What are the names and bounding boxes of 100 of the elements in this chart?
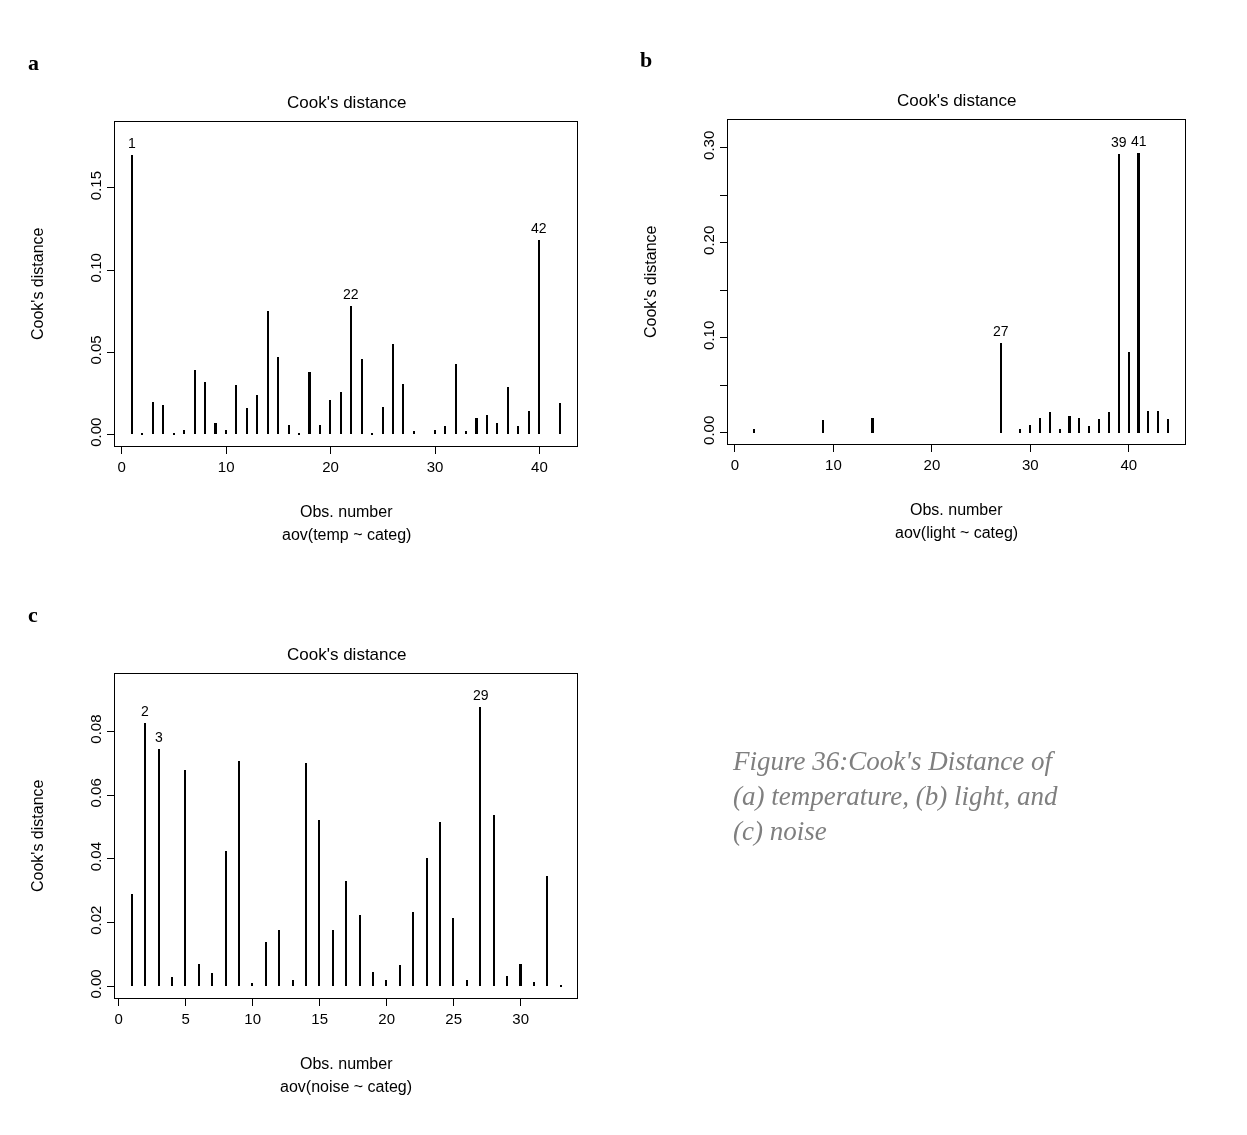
bar <box>871 418 874 433</box>
x-axis-title: Obs. number <box>910 501 1004 518</box>
text: c <box>28 602 38 627</box>
x-tick-label: 0 <box>114 1010 123 1027</box>
annotation: 1 <box>128 135 136 151</box>
bar <box>444 426 446 434</box>
y-tick-label: 0.06 <box>87 778 104 808</box>
bar <box>528 411 530 434</box>
bar <box>158 749 160 986</box>
bar <box>288 425 290 434</box>
x-tick-label: 40 <box>531 458 548 475</box>
bar <box>152 402 154 434</box>
y-tick-label: 0.04 <box>87 841 104 872</box>
annotation: 29 <box>473 687 489 703</box>
x-tick-label: 20 <box>923 456 941 473</box>
bar <box>340 392 342 434</box>
x-tick-label: 30 <box>512 1010 530 1027</box>
bar <box>372 972 374 986</box>
bar <box>399 965 401 986</box>
bar <box>1049 412 1051 433</box>
chart-title: Cook's distance <box>287 645 407 664</box>
y-axis-title: Cook's distance <box>29 227 46 340</box>
x-tick-label: 5 <box>181 1010 190 1027</box>
text: aov(noise ~ categ) <box>280 1078 413 1095</box>
bar <box>412 912 414 986</box>
bar <box>1128 352 1130 433</box>
annotation: 22 <box>343 286 359 302</box>
bar <box>345 881 347 986</box>
bar <box>1059 429 1061 433</box>
bar <box>332 930 334 986</box>
bar <box>1039 418 1041 433</box>
bar <box>251 983 253 986</box>
x-tick-label: 30 <box>1022 456 1039 473</box>
bar <box>1098 419 1100 433</box>
y-tick-label: 0.00 <box>87 417 104 447</box>
bar <box>183 430 185 434</box>
text: aov(light ~ categ) <box>895 524 1019 541</box>
bar <box>194 370 196 434</box>
bar <box>305 763 307 986</box>
bar <box>382 407 384 434</box>
x-tick-label: 0 <box>730 456 740 473</box>
annotation: 42 <box>531 220 547 236</box>
bar <box>392 344 394 434</box>
bar <box>496 423 498 434</box>
bar <box>1157 411 1159 433</box>
bar <box>1147 411 1149 433</box>
text: b <box>640 47 653 72</box>
bar <box>1068 416 1071 433</box>
bar <box>439 822 441 986</box>
bar <box>267 311 269 434</box>
bar <box>225 430 227 434</box>
bar <box>1137 153 1140 433</box>
bar <box>238 761 240 986</box>
bar <box>533 982 535 986</box>
bar <box>131 155 133 434</box>
annotation: 27 <box>993 323 1009 339</box>
bar <box>214 423 217 434</box>
bar <box>204 382 206 434</box>
bar <box>1118 154 1120 433</box>
bar <box>475 418 478 434</box>
bar <box>144 723 146 986</box>
x-tick-label: 20 <box>378 1010 396 1027</box>
bar <box>256 395 258 434</box>
bar <box>546 876 548 986</box>
bar <box>246 408 248 434</box>
bar <box>753 429 755 433</box>
x-tick-label: 25 <box>445 1010 463 1027</box>
x-tick-label: 10 <box>825 456 842 473</box>
x-tick-label: 10 <box>244 1010 261 1027</box>
bar <box>413 431 415 434</box>
bar <box>319 425 321 434</box>
y-axis-title: Cook's distance <box>642 225 659 338</box>
bar <box>452 918 454 986</box>
text: aov(temp ~ categ) <box>282 526 412 543</box>
bar <box>1167 419 1169 433</box>
bar <box>318 820 320 986</box>
bar <box>292 980 294 986</box>
bar <box>559 403 561 434</box>
bar <box>385 980 387 986</box>
bar <box>517 426 519 434</box>
y-tick-label: 0.10 <box>700 320 717 350</box>
y-tick-label: 0.08 <box>87 714 104 744</box>
bar <box>235 385 237 434</box>
bar <box>359 915 361 986</box>
y-tick-label: 0.15 <box>87 170 104 201</box>
x-tick-label: 15 <box>311 1010 328 1027</box>
annotation: 2 <box>141 703 149 719</box>
y-tick-label: 0.02 <box>87 905 104 935</box>
bar <box>493 815 495 986</box>
y-tick-label: 0.05 <box>87 335 104 365</box>
bar <box>479 707 481 986</box>
bar <box>265 942 267 986</box>
bar <box>198 964 200 986</box>
bar <box>1108 412 1110 433</box>
x-tick-label: 30 <box>426 458 444 475</box>
y-tick-label: 0.10 <box>87 253 104 283</box>
y-axis-title: Cook's distance <box>29 779 46 892</box>
bar <box>361 359 363 434</box>
x-tick-label: 10 <box>217 458 235 475</box>
bar <box>507 387 509 434</box>
